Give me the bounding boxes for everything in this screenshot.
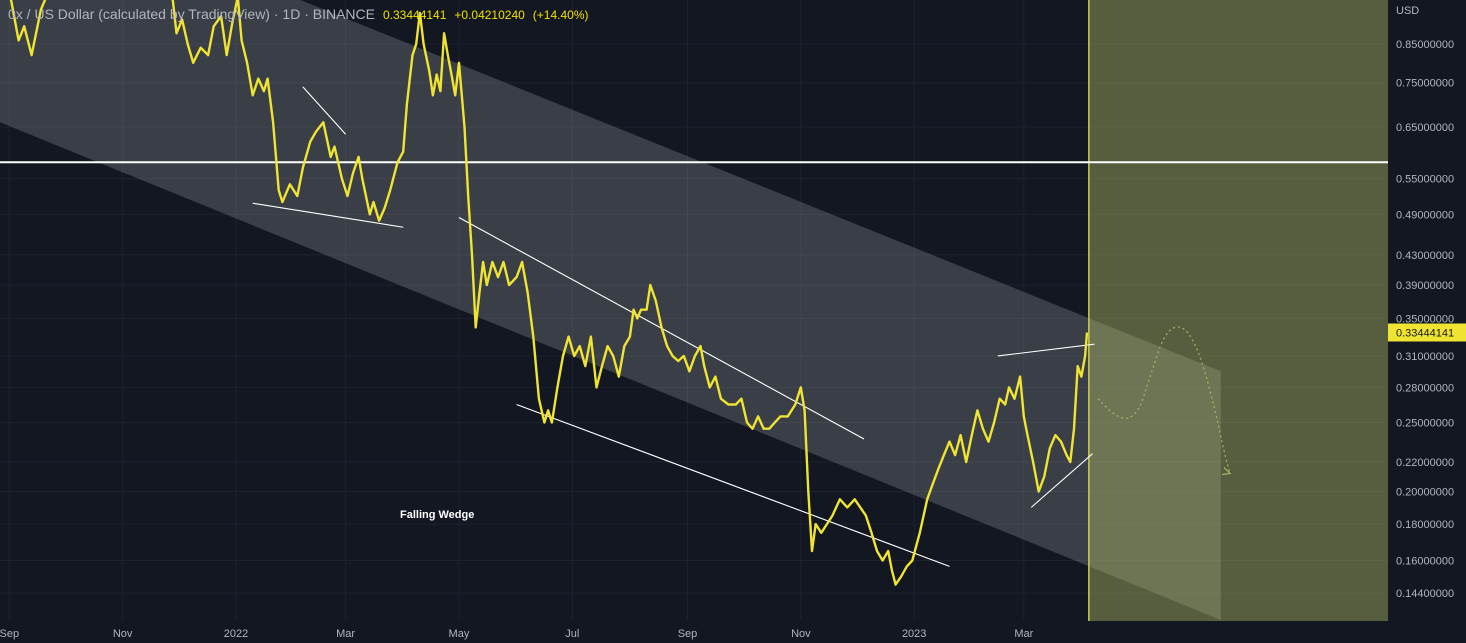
time-tick-label: Mar <box>1014 628 1033 640</box>
price-tick-label: 0.35000000 <box>1396 313 1454 325</box>
price-change-value: +0.04210240 <box>454 8 525 22</box>
price-tick-label: 0.28000000 <box>1396 382 1454 394</box>
price-tick-label: 0.55000000 <box>1396 174 1454 186</box>
price-tick-label: 0.22000000 <box>1396 457 1454 469</box>
descending-channel <box>0 0 1221 620</box>
price-tick-label: 0.16000000 <box>1396 556 1454 568</box>
chart-grid <box>0 0 1388 621</box>
projection-zone-fill <box>1088 0 1388 621</box>
trendline <box>252 202 404 228</box>
trendline <box>997 343 1095 357</box>
price-series <box>9 0 1089 586</box>
time-tick-label: Mar <box>336 628 355 640</box>
price-tick-label: 0.20000000 <box>1396 486 1454 498</box>
channel-band <box>0 0 1221 620</box>
time-tick-label: Nov <box>113 628 133 640</box>
price-tick-label: 0.43000000 <box>1396 250 1454 262</box>
last-price-tag-box <box>1388 323 1466 342</box>
price-tick-label: 0.39000000 <box>1396 280 1454 292</box>
price-axis[interactable] <box>1388 0 1466 643</box>
chart-legend: 0x / US Dollar (calculated by TradingVie… <box>8 6 589 22</box>
pattern-label[interactable]: Falling Wedge <box>400 509 474 521</box>
price-tick-label: 0.85000000 <box>1396 39 1454 51</box>
price-axis-ticks: 0.85000000 0.75000000 0.65000000 0.55000000… <box>1396 39 1454 600</box>
price-tick-label: 0.75000000 <box>1396 78 1454 90</box>
time-axis[interactable] <box>0 621 1388 643</box>
trendline <box>1030 453 1093 508</box>
time-tick-label: Sep <box>0 628 19 640</box>
projection-path <box>1097 326 1232 476</box>
price-tick-label: 0.14400000 <box>1396 588 1454 600</box>
projection-arrowhead <box>1221 467 1232 476</box>
price-axis-unit: USD <box>1396 5 1419 17</box>
symbol-title[interactable]: 0x / US Dollar (calculated by TradingVie… <box>8 6 375 22</box>
time-tick-label: Jul <box>565 628 579 640</box>
price-change-percent: (+14.40%) <box>532 8 589 22</box>
trendline <box>302 86 347 135</box>
price-tick-label: 0.31000000 <box>1396 351 1454 363</box>
last-price-tag: 0.33444141 <box>1388 323 1466 342</box>
price-tick-label: 0.49000000 <box>1396 209 1454 221</box>
trendline <box>516 403 950 567</box>
last-price-value: 0.33444141 <box>382 8 447 22</box>
price-line <box>9 0 1089 586</box>
price-tick-label: 0.65000000 <box>1396 122 1454 134</box>
price-tick-label: 0.25000000 <box>1396 417 1454 429</box>
last-price-tag-label: 0.33444141 <box>1396 327 1454 339</box>
time-axis-ticks: Sep Nov 2022 Mar May Jul Sep Nov 2023 Mar <box>0 628 1034 640</box>
time-tick-label: Sep <box>678 628 698 640</box>
time-tick-label: 2023 <box>902 628 926 640</box>
time-tick-label: 2022 <box>224 628 248 640</box>
projection-zone <box>1088 0 1388 621</box>
time-tick-label: May <box>449 628 470 640</box>
time-tick-label: Nov <box>791 628 811 640</box>
price-tick-label: 0.18000000 <box>1396 519 1454 531</box>
